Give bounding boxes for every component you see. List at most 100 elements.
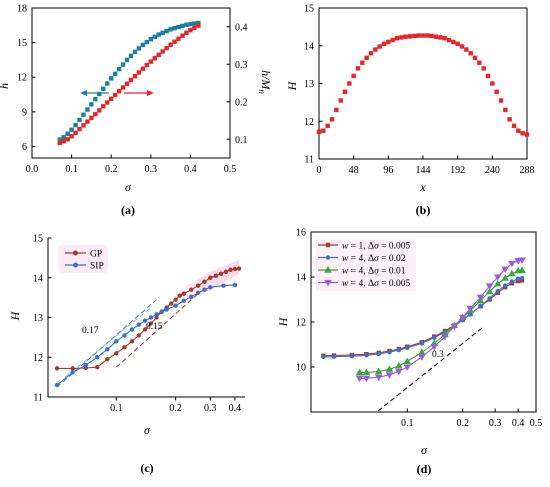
point-sip <box>95 355 100 360</box>
x-tick-label: 192 <box>450 165 465 176</box>
point-series-4 <box>514 258 522 265</box>
h-point <box>140 42 146 48</box>
point-sip <box>232 282 238 288</box>
h-point <box>172 25 177 31</box>
x-tick-label: 0.5 <box>530 418 543 429</box>
H-point <box>329 117 335 122</box>
H-point <box>325 123 330 128</box>
legend-label-2: w = 4, Δσ = 0.02 <box>342 254 406 264</box>
legend-label-part: w <box>342 242 349 252</box>
point-sip <box>70 370 75 375</box>
h-ratio-point <box>196 23 201 28</box>
fit-line <box>377 327 483 412</box>
h-ratio-point <box>109 96 114 101</box>
point-series-4 <box>362 375 371 383</box>
h-point <box>85 107 90 112</box>
left-arrowhead <box>80 90 87 96</box>
H-point <box>377 44 382 49</box>
h-point <box>77 117 82 123</box>
y-tick-label: 9 <box>22 107 27 118</box>
H-point <box>355 66 361 71</box>
point-series-3 <box>508 269 516 277</box>
x-tick-label: 0.1 <box>110 403 123 414</box>
point-gp <box>142 327 148 332</box>
y-axis-ticks: 11 12 13 14 15 <box>33 234 52 404</box>
point-gp <box>189 287 194 292</box>
data-marks <box>321 257 526 383</box>
x-tick-label: 48 <box>349 165 359 176</box>
x-tick-label: 288 <box>520 165 535 176</box>
panel-c: 0.1 0.2 0.3 0.4 11 12 13 14 15 GP SIP 0.17 0.15… <box>8 234 245 475</box>
legend-label-gp: GP <box>90 250 102 260</box>
point-series-2 <box>431 335 437 340</box>
y-tick-label: 14 <box>304 41 314 52</box>
point-series-2 <box>519 275 525 281</box>
y-tick-label: 15 <box>33 234 43 245</box>
point-gp <box>169 301 174 306</box>
H-point <box>316 129 322 135</box>
x-axis-label: x <box>419 180 426 194</box>
H-point <box>368 51 374 56</box>
point-gp <box>223 269 229 274</box>
y-tick-label: 13 <box>33 313 43 324</box>
y2-axis-label: h/Mn <box>257 70 273 94</box>
h-ratio-point <box>156 52 161 58</box>
point-series-4 <box>476 294 485 302</box>
slope-annotation: 0.3 <box>432 350 444 360</box>
point-series-4 <box>508 260 516 268</box>
h-ratio-point <box>176 36 181 41</box>
legend-label-part: σ <box>374 267 379 277</box>
x-tick-label: 0.1 <box>401 418 414 429</box>
point-series-4 <box>518 257 526 265</box>
point-sip <box>136 322 141 327</box>
h-ratio-point <box>112 92 118 98</box>
point-sip <box>164 307 169 312</box>
legend-label-part: w <box>342 267 349 277</box>
h-point <box>101 86 106 91</box>
slope-annotation-gp: 0.15 <box>146 322 163 332</box>
H-point <box>416 33 421 38</box>
x-tick-label: 0.2 <box>456 418 469 429</box>
h-point <box>81 112 86 117</box>
h-point <box>180 23 185 29</box>
legend-label-part: = 4, Δ <box>348 267 374 277</box>
x-tick-label: 0.4 <box>229 403 242 414</box>
y-tick-label: 11 <box>33 393 43 404</box>
point-series-4 <box>485 283 494 290</box>
H-point <box>429 33 434 39</box>
y2-axis-label-subscript: n <box>257 89 267 94</box>
legend-label-part: σ <box>374 279 379 289</box>
x-tick-label: 144 <box>416 165 431 176</box>
point-series-2 <box>487 296 492 301</box>
point-series-4 <box>418 354 426 361</box>
y-tick-label: 14 <box>33 273 43 284</box>
point-gp <box>236 266 242 271</box>
x-tick-label: 96 <box>383 165 393 176</box>
point-series-3 <box>355 368 364 376</box>
point-series-4 <box>403 364 412 371</box>
h-point <box>73 122 78 128</box>
point-sip <box>173 303 178 308</box>
h-ratio-point <box>132 74 138 79</box>
point-series-2 <box>478 303 483 308</box>
y-tick-label: 11 <box>304 155 314 166</box>
H-point <box>472 55 478 61</box>
h-ratio-point <box>184 30 189 35</box>
point-series-4 <box>395 368 403 376</box>
y-tick-label: 15 <box>17 38 27 49</box>
y-axis-label: H <box>276 316 290 327</box>
x-tick-label: 0 <box>317 165 322 176</box>
h-ratio-point <box>124 81 130 86</box>
h-point <box>97 91 102 97</box>
x-tick-label: 0.4 <box>184 164 197 175</box>
legend-label-part: w <box>342 254 349 264</box>
x-tick-label: 0.3 <box>145 164 158 175</box>
point-series-4 <box>385 372 394 379</box>
h-ratio-point <box>93 111 98 117</box>
h-point <box>57 137 62 142</box>
h-ratio-point <box>85 119 90 124</box>
panel-caption: (b) <box>416 203 431 217</box>
x-axis-ticks: 0.0 0.1 0.2 0.3 0.4 0.5 <box>26 154 236 175</box>
y-tick-label: 12 <box>304 117 314 128</box>
point-series-2 <box>495 288 500 294</box>
